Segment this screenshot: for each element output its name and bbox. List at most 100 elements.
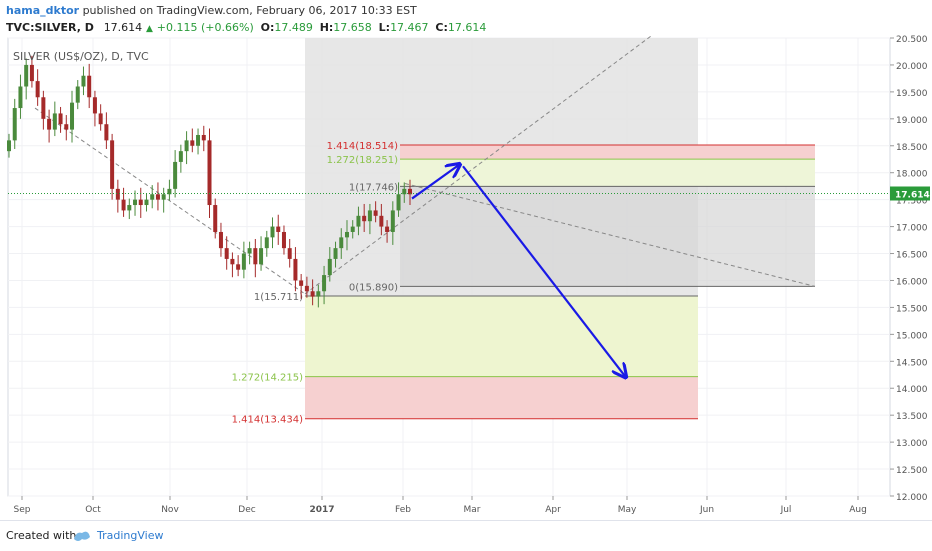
candle-body <box>41 97 46 119</box>
x-tick-label: May <box>618 505 637 515</box>
ohlc-bar: TVC:SILVER, D 17.614 ▲ +0.115 (+0.66%) O… <box>6 21 486 34</box>
footer: Created with TradingView <box>0 520 932 551</box>
candle-body <box>236 264 241 270</box>
candle-body <box>270 226 275 238</box>
candle-body <box>92 97 97 114</box>
x-tick-label: Dec <box>238 505 255 515</box>
fib-label: 1.414(18.514) <box>327 141 399 152</box>
y-tick-label: 13.000 <box>896 439 928 449</box>
candle-body <box>299 280 304 286</box>
last-price-tag <box>890 186 930 201</box>
candle-body <box>241 253 246 270</box>
candle-body <box>247 248 252 254</box>
green-zone-lower <box>305 296 698 377</box>
publish-info: hama_dktor published on TradingView.com,… <box>6 4 417 17</box>
candle-body <box>316 291 321 297</box>
candle-body <box>344 231 349 238</box>
candle-body <box>276 226 281 232</box>
candle-body <box>379 215 384 227</box>
candle-body <box>70 102 75 130</box>
candle-body <box>213 205 218 232</box>
candle-body <box>35 81 40 98</box>
candle-body <box>396 194 401 211</box>
fib-label: 0(15.890) <box>349 282 398 293</box>
y-tick-label: 13.500 <box>896 412 928 422</box>
candle-body <box>281 231 286 249</box>
x-tick-label: Oct <box>85 505 101 515</box>
candle-body <box>104 124 109 141</box>
candle-body <box>264 237 269 249</box>
fib-label: 1(17.746) <box>349 182 398 193</box>
candle-body <box>75 86 80 103</box>
x-tick-label: Feb <box>395 505 411 515</box>
y-tick-label: 19.500 <box>896 89 928 99</box>
candle-body <box>333 248 338 259</box>
candle-body <box>47 118 52 130</box>
change: +0.115 (+0.66%) <box>156 21 254 34</box>
h-label: H: <box>319 21 334 34</box>
price-chart[interactable]: 12.000 12.500 13.000 13.500 14.000 14.500 15.0… <box>0 0 932 520</box>
candle-body <box>408 188 412 195</box>
last-price-tag-label: 17.614 <box>895 191 930 201</box>
gray-zone-inner <box>400 186 815 287</box>
candle-body <box>58 113 63 125</box>
tradingview-logo-icon <box>74 531 90 541</box>
o-label: O: <box>260 21 275 34</box>
y-tick-label: 14.500 <box>896 358 928 368</box>
candle-body <box>304 285 309 292</box>
candle-body <box>24 64 29 87</box>
candle-body <box>253 248 258 265</box>
candle-body <box>98 113 103 125</box>
candle-body <box>12 108 17 141</box>
green-zone-upper <box>400 159 815 187</box>
y-tick-label: 16.000 <box>896 277 928 287</box>
candle-body <box>390 210 395 232</box>
fib-label: 1.272(14.215) <box>232 373 304 384</box>
publish-text: published on TradingView.com, February 0… <box>82 4 417 17</box>
candle-body <box>356 215 361 227</box>
candle-body <box>173 161 178 189</box>
candle-body <box>201 134 206 141</box>
x-tick-label: Mar <box>464 505 481 515</box>
chart-symbol-label: SILVER (US$/OZ), D, TVC <box>13 50 149 63</box>
x-tick-label: Aug <box>849 505 867 515</box>
l-label: L: <box>378 21 391 34</box>
up-arrow-icon: ▲ <box>146 24 153 34</box>
candle-body <box>362 215 367 222</box>
fib-label: 1(15.711) <box>254 292 303 303</box>
red-zone-lower <box>305 376 698 419</box>
candle-body <box>385 226 390 232</box>
candle-body <box>373 210 378 216</box>
fib-label: 1.414(13.434) <box>232 415 304 426</box>
candle-body <box>350 226 355 232</box>
candle-body <box>178 151 183 162</box>
x-tick-label: Jun <box>699 505 714 515</box>
author-link[interactable]: hama_dktor <box>6 4 80 17</box>
candle-body <box>230 258 235 265</box>
x-tick-label: Jul <box>780 505 792 515</box>
y-tick-label: 18.000 <box>896 170 928 180</box>
candle-body <box>167 188 172 195</box>
candle-body <box>64 124 69 130</box>
x-tick-label: Sep <box>14 505 31 515</box>
candle-body <box>207 140 212 206</box>
y-tick-label: 17.500 <box>896 197 928 207</box>
candle-body <box>155 194 160 200</box>
trend-line-projection <box>404 182 816 287</box>
y-tick-label: 18.500 <box>896 143 928 153</box>
tradingview-link[interactable]: TradingView <box>97 529 164 542</box>
candle-body <box>327 258 332 276</box>
high-value: 17.658 <box>333 21 372 34</box>
candle-body <box>224 248 229 259</box>
y-tick-label: 19.000 <box>896 116 928 126</box>
candle-body <box>29 64 34 82</box>
y-tick-label: 12.500 <box>896 466 928 476</box>
y-tick-label: 16.500 <box>896 251 928 261</box>
candle-body <box>7 140 11 152</box>
candle-body <box>322 275 327 292</box>
y-tick-label: 15.000 <box>896 331 928 341</box>
y-tick-label: 15.500 <box>896 304 928 314</box>
candle-body <box>402 188 407 195</box>
candle-body <box>190 140 195 146</box>
c-label: C: <box>435 21 448 34</box>
